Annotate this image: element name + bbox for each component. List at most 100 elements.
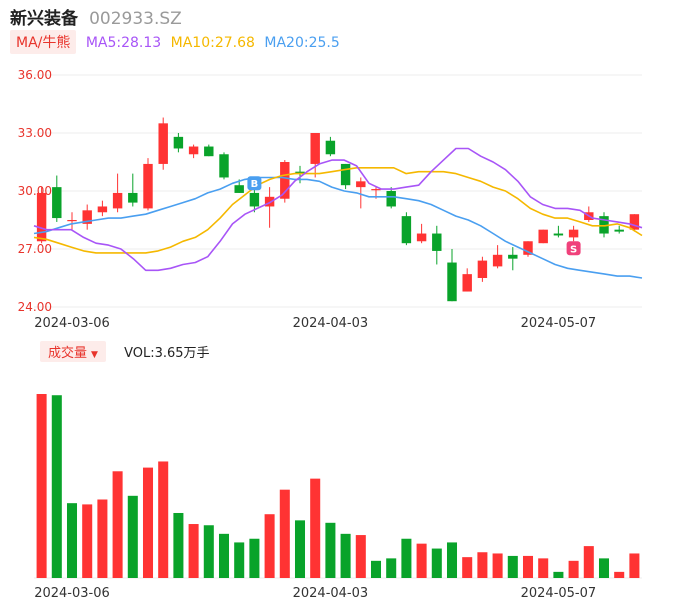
candle-body [371,189,381,191]
candle-body [614,229,624,232]
volume-bar [386,558,397,578]
candle [523,241,533,257]
candle [295,165,305,184]
candle [173,133,184,153]
volume-bar [173,512,184,578]
candle [188,144,199,159]
y-tick-label: 27.00 [18,242,52,256]
volume-bar [310,478,321,578]
candle [432,225,442,265]
ma-type-selector[interactable]: MA/牛熊 [10,30,77,54]
ma20-line [33,176,643,279]
y-tick-label: 36.00 [18,68,52,82]
volume-bar [462,557,473,578]
volume-bar [355,535,366,578]
candle [143,158,153,211]
candle [82,204,92,230]
volume-bar [598,558,610,578]
candle [128,173,138,207]
candle-body [553,233,564,236]
volume-bar [218,533,230,578]
candle-body [568,229,579,238]
volume-bar [477,552,488,578]
candle [52,175,62,222]
candle-body [112,192,123,209]
volume-bar [629,553,640,578]
candle-body [249,192,260,207]
candle-body [432,233,442,251]
y-tick-label: 33.00 [18,126,52,140]
candle-body [173,136,184,149]
volume-bar [522,555,534,578]
volume-bar [249,538,260,578]
candle-body [82,210,92,224]
candle-body [356,181,366,188]
candle-body [386,191,396,207]
volume-bar [112,471,123,578]
candle-body [52,187,62,219]
candle-body [462,274,472,292]
stock-name: 新兴装备 [10,9,78,29]
volume-x-tick-label: 2024-04-03 [293,586,369,601]
candle [36,187,47,244]
candle-body [295,171,305,174]
volume-bar [264,514,275,578]
volume-bar [51,395,62,578]
volume-bar [507,555,518,578]
ma-legend: MA/牛熊 MA5:28.13 MA10:27.68 MA20:25.5 [10,30,340,54]
candle-body [340,163,351,186]
y-tick-label: 24.00 [18,300,52,314]
volume-bar [492,553,503,578]
volume-x-tick-label: 2024-03-06 [34,586,110,601]
signal-letter: B [251,179,259,190]
volume-bar [431,548,442,578]
candle [538,229,548,244]
candle [447,249,457,302]
volume-bar [66,503,78,578]
candle [508,247,518,271]
candle-body [325,140,336,155]
candle-body [401,216,412,244]
candle [416,223,427,244]
volume-bar [446,542,458,578]
candle-body [128,192,138,203]
stock-code: 002933.SZ [89,9,182,29]
volume-bar [142,467,154,578]
volume-bar [188,524,199,578]
candle [97,200,108,217]
volume-bar [416,543,427,578]
candle-body [477,260,488,278]
candle-body [204,146,214,157]
caret-down-icon: ▼ [91,350,98,360]
volume-value: VOL:3.65万手 [124,346,210,361]
volume-indicator-selector[interactable]: 成交量 ▼ [40,341,106,362]
volume-bar [538,558,549,578]
ma10-line [33,167,643,254]
candle [477,256,488,282]
volume-bar [36,394,47,578]
candle-body [508,254,518,259]
candle-body [447,262,457,302]
candle-body [97,206,108,213]
ma20-label: MA20:25.5 [264,35,340,51]
candle [599,212,609,238]
price-x-tick-label: 2024-04-03 [293,316,369,331]
buy-signal-marker: B [247,176,262,191]
candle-body [67,220,77,222]
candle [67,212,77,230]
candle [614,225,624,234]
candle-body [188,146,199,155]
ma5-label: MA5:28.13 [85,35,162,51]
candle [629,214,640,232]
volume-x-tick-label: 2024-05-07 [521,586,597,601]
candle [462,268,472,292]
volume-bar [279,489,290,578]
candle [553,225,564,238]
volume-bar [97,499,108,578]
candle [386,187,396,209]
volume-bar [614,571,625,578]
sell-signal-marker: S [566,241,581,256]
candle-body [264,196,275,207]
candle-body [219,154,229,178]
